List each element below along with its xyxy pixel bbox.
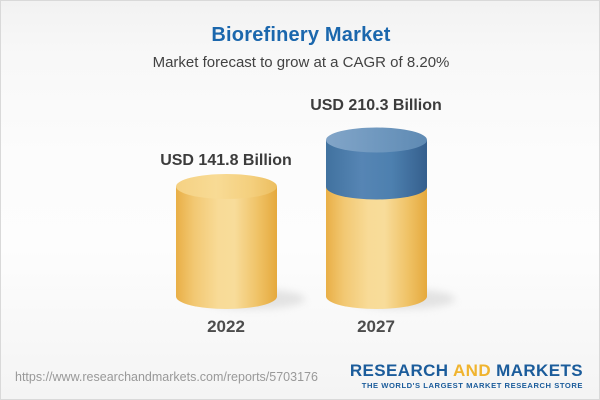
value-label-2022: USD 141.8 Billion — [160, 152, 292, 169]
category-label-2022: 2022 — [207, 317, 245, 336]
brand-logo-and: AND — [452, 361, 492, 380]
value-label-2027: USD 210.3 Billion — [310, 97, 442, 114]
brand-logo-tagline: THE WORLD'S LARGEST MARKET RESEARCH STOR… — [361, 381, 583, 390]
brand-logo-markets: MARKETS — [496, 361, 583, 380]
cylinder-2022-body — [176, 186, 277, 309]
category-label-2027: 2027 — [357, 317, 395, 336]
cylinder-2027-base-body — [326, 187, 427, 309]
chart-subtitle: Market forecast to grow at a CAGR of 8.2… — [152, 54, 450, 71]
brand-logo-wordmark: RESEARCH AND MARKETS — [350, 362, 583, 379]
brand-logo-research: RESEARCH — [349, 361, 449, 380]
cylinder-2022-cap — [176, 174, 277, 199]
source-url-link[interactable]: https://www.researchandmarkets.com/repor… — [15, 370, 318, 384]
brand-logo: RESEARCH AND MARKETS THE WORLD'S LARGEST… — [350, 362, 583, 390]
cylinder-2027-growth-cap — [326, 127, 427, 153]
cylinder-2027-growth-body — [326, 140, 427, 200]
chart-title: Biorefinery Market — [211, 24, 391, 46]
